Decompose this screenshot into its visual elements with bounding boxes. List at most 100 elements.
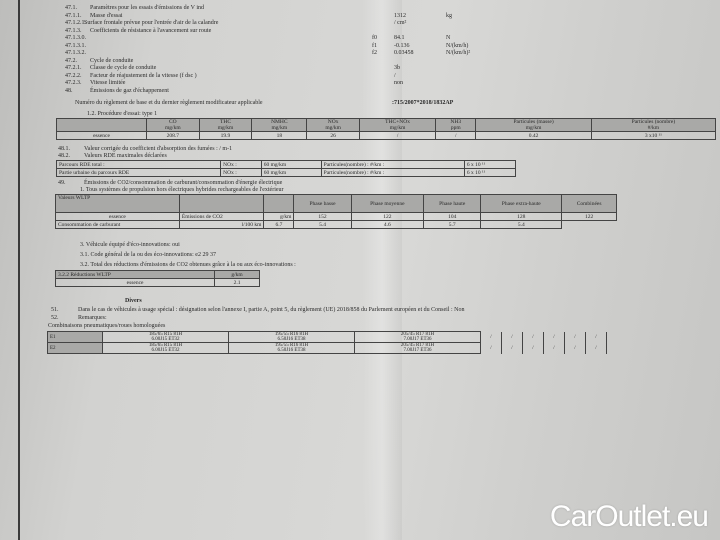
- s47-num: 47.1.2.1.: [65, 20, 86, 26]
- s47-num: 47.1.3.0.: [65, 35, 86, 41]
- rde-nox-value: 60 mg/km: [260, 160, 322, 169]
- s47-num: 47.1.1.: [65, 12, 82, 19]
- rde-table: Parcours RDE total : NOx : 60 mg/km Part…: [55, 160, 517, 177]
- emission-header: Particules (masse) mg/km: [475, 118, 592, 132]
- wltp-row: essence Émissions de CO2 g/km 152 122 104 128 1…: [55, 212, 617, 221]
- coef-symbol: f0: [372, 35, 377, 41]
- s48-1-label: Valeur corrigée du coefficient d'absorpt…: [84, 146, 233, 152]
- s47-value: non: [394, 80, 403, 86]
- s47-num: 48.: [65, 87, 73, 94]
- wltp-phase-header: Phase haute: [423, 194, 482, 213]
- s49-label: Émissions de CO2/consommation de carbura…: [84, 180, 283, 186]
- eco-h1: 3.2.2 Réductions WLTP: [54, 270, 216, 279]
- tyre-id: E2: [47, 342, 103, 354]
- emission-header: Particules (nombre) #/km: [590, 118, 717, 132]
- eco-table: 3.2.2 Réductions WLTP g/km essence 2.1: [54, 270, 260, 287]
- rde-row: Partie urbaine du parcours RDE NOx : 60 …: [55, 168, 517, 177]
- emissions-table: CO mg/km THC mg/km NMHC mg/km NOx mg/km THC+NOx m…: [56, 118, 717, 140]
- divers-title: Divers: [125, 298, 142, 304]
- s47-value: /: [394, 72, 396, 79]
- wltp-fuel: essence: [55, 212, 180, 221]
- wltp-value: 5.4: [480, 220, 563, 229]
- wltp-row-label: Consommation de carburant: [55, 220, 180, 229]
- tyre-row: E2 185/65 R15 81H 6.00J15 ET32 195/55 R16 8…: [47, 342, 607, 354]
- wltp-row: Consommation de carburant l/100 km 6.7 5.4 4…: [55, 220, 617, 229]
- wltp-value: 5.4: [293, 220, 352, 229]
- rde-nox: NOx :: [220, 168, 262, 177]
- s47-num: 47.1.: [65, 5, 77, 11]
- wltp-phase-header: Phase moyenne: [350, 194, 425, 213]
- s51-num: 51.: [51, 307, 59, 313]
- fuel-cell: essence: [56, 131, 147, 140]
- s47-num: 47.1.3.1.: [65, 42, 86, 49]
- s47-label: Masse d'essai: [90, 12, 123, 19]
- rde-label: Partie urbaine du parcours RDE: [55, 168, 222, 177]
- emission-value: 18: [251, 131, 308, 140]
- s47-label: Classe de cycle de conduite: [90, 65, 157, 71]
- wltp-row-label: Émissions de CO2: [178, 212, 265, 221]
- emission-header: NH3 ppm: [435, 118, 477, 132]
- emission-value: /: [358, 131, 437, 140]
- s47-num: 47.2.3.: [65, 80, 82, 86]
- s47-value: -0.136: [394, 42, 410, 49]
- s47-unit: N/(km/h): [446, 42, 469, 49]
- s47-label: Cycle de conduite: [90, 57, 134, 64]
- regulation-label: Numéro du règlement de base et du dernie…: [75, 100, 263, 106]
- emission-value: 208.7: [146, 131, 200, 140]
- wltp-table: Valeurs WLTP Phase basse Phase moyenne Phas…: [55, 194, 617, 229]
- rde-pn: Particules(nombre) : #/km :: [320, 160, 465, 169]
- tyre-combo: 185/65 R15 81H 6.00J15 ET32: [102, 342, 229, 354]
- wltp-phase-header: Phase extra-haute: [480, 194, 563, 213]
- rde-nox: NOx :: [220, 160, 262, 169]
- tyre-combo: 205/45 R17 81H 7.00J17 ET36: [354, 342, 481, 354]
- wltp-phase-header: Phase basse: [293, 194, 352, 213]
- emission-value: 26: [306, 131, 360, 140]
- page-margin-line: [18, 0, 20, 540]
- s47-value: 1312: [394, 12, 406, 19]
- caroutlet-watermark: CarOutlet.eu: [549, 500, 709, 533]
- s47-num: 47.2.2.: [65, 72, 82, 79]
- wltp-phase-header: Combinées: [561, 194, 617, 213]
- rde-nox-value: 60 mg/km: [260, 168, 322, 177]
- tyres-table: E1 185/65 R15 81H 6.00J15 ET32 195/55 R16 8…: [47, 331, 607, 354]
- s47-label: Vitesse limitée: [90, 80, 126, 86]
- wltp-value: 104: [423, 212, 482, 221]
- rde-pn-value: 6 x 10 ¹¹: [463, 160, 517, 169]
- wltp-value: 122: [561, 212, 617, 221]
- rde-row: Parcours RDE total : NOx : 60 mg/km Part…: [55, 160, 517, 169]
- eco-line-2: 3.1. Code général de la ou des éco-innov…: [80, 252, 216, 258]
- s48-2-num: 48.2.: [58, 153, 70, 159]
- s47-label: Émissions de gaz d'échappement: [90, 87, 169, 94]
- rde-label: Parcours RDE total :: [55, 160, 222, 169]
- s51-label: Dans le cas de véhicules à usage spécial…: [78, 307, 465, 313]
- s47-label: Surface frontale prévue pour l'entrée d'…: [84, 20, 219, 26]
- s47-num: 47.2.: [65, 57, 77, 64]
- eco-fuel: essence: [54, 278, 216, 287]
- emission-header: THC+NOx mg/km: [358, 118, 437, 132]
- emission-header: THC mg/km: [198, 118, 253, 132]
- s49-num: 49.: [58, 180, 66, 186]
- s47-label: Facteur de réajustement de la vitesse (f…: [90, 72, 197, 79]
- wltp-value: 6.7: [263, 220, 295, 229]
- wltp-value: 4.6: [350, 220, 425, 229]
- eco-line-1: 3. Véhicule équipé d'éco-innovations: ou…: [80, 242, 180, 248]
- rde-pn-value: 6 x 10 ¹¹: [463, 168, 517, 177]
- coef-symbol: f2: [372, 50, 377, 56]
- tyres-label: Combinaisons pneumatiques/roues homologu…: [48, 323, 166, 329]
- s52-label: Remarques:: [78, 315, 107, 321]
- procedure-label: 1.2. Procédure d'essai: type 1: [87, 111, 158, 117]
- wltp-value: 152: [293, 212, 352, 221]
- emission-value: 0.42: [475, 131, 592, 140]
- s47-value: / cm²: [394, 20, 407, 26]
- s47-value: 3b: [394, 65, 400, 71]
- emission-value: 19.9: [198, 131, 253, 140]
- emission-header: NMHC mg/km: [251, 118, 308, 132]
- s47-unit: N/(km/h)²: [446, 50, 471, 56]
- wltp-unit: l/100 km: [178, 220, 265, 229]
- tyre-combo: 205/45 R17 81H 7.00J17 ET36: [354, 331, 481, 343]
- regulation-value: :715/2007*2018/1832AP: [392, 100, 454, 106]
- tyre-row: E1 185/65 R15 81H 6.00J15 ET32 195/55 R16 8…: [47, 331, 607, 343]
- s47-label: Coefficients de résistance à l'avancemen…: [90, 27, 212, 34]
- s52-num: 52.: [51, 315, 59, 321]
- wltp-value: 5.7: [423, 220, 482, 229]
